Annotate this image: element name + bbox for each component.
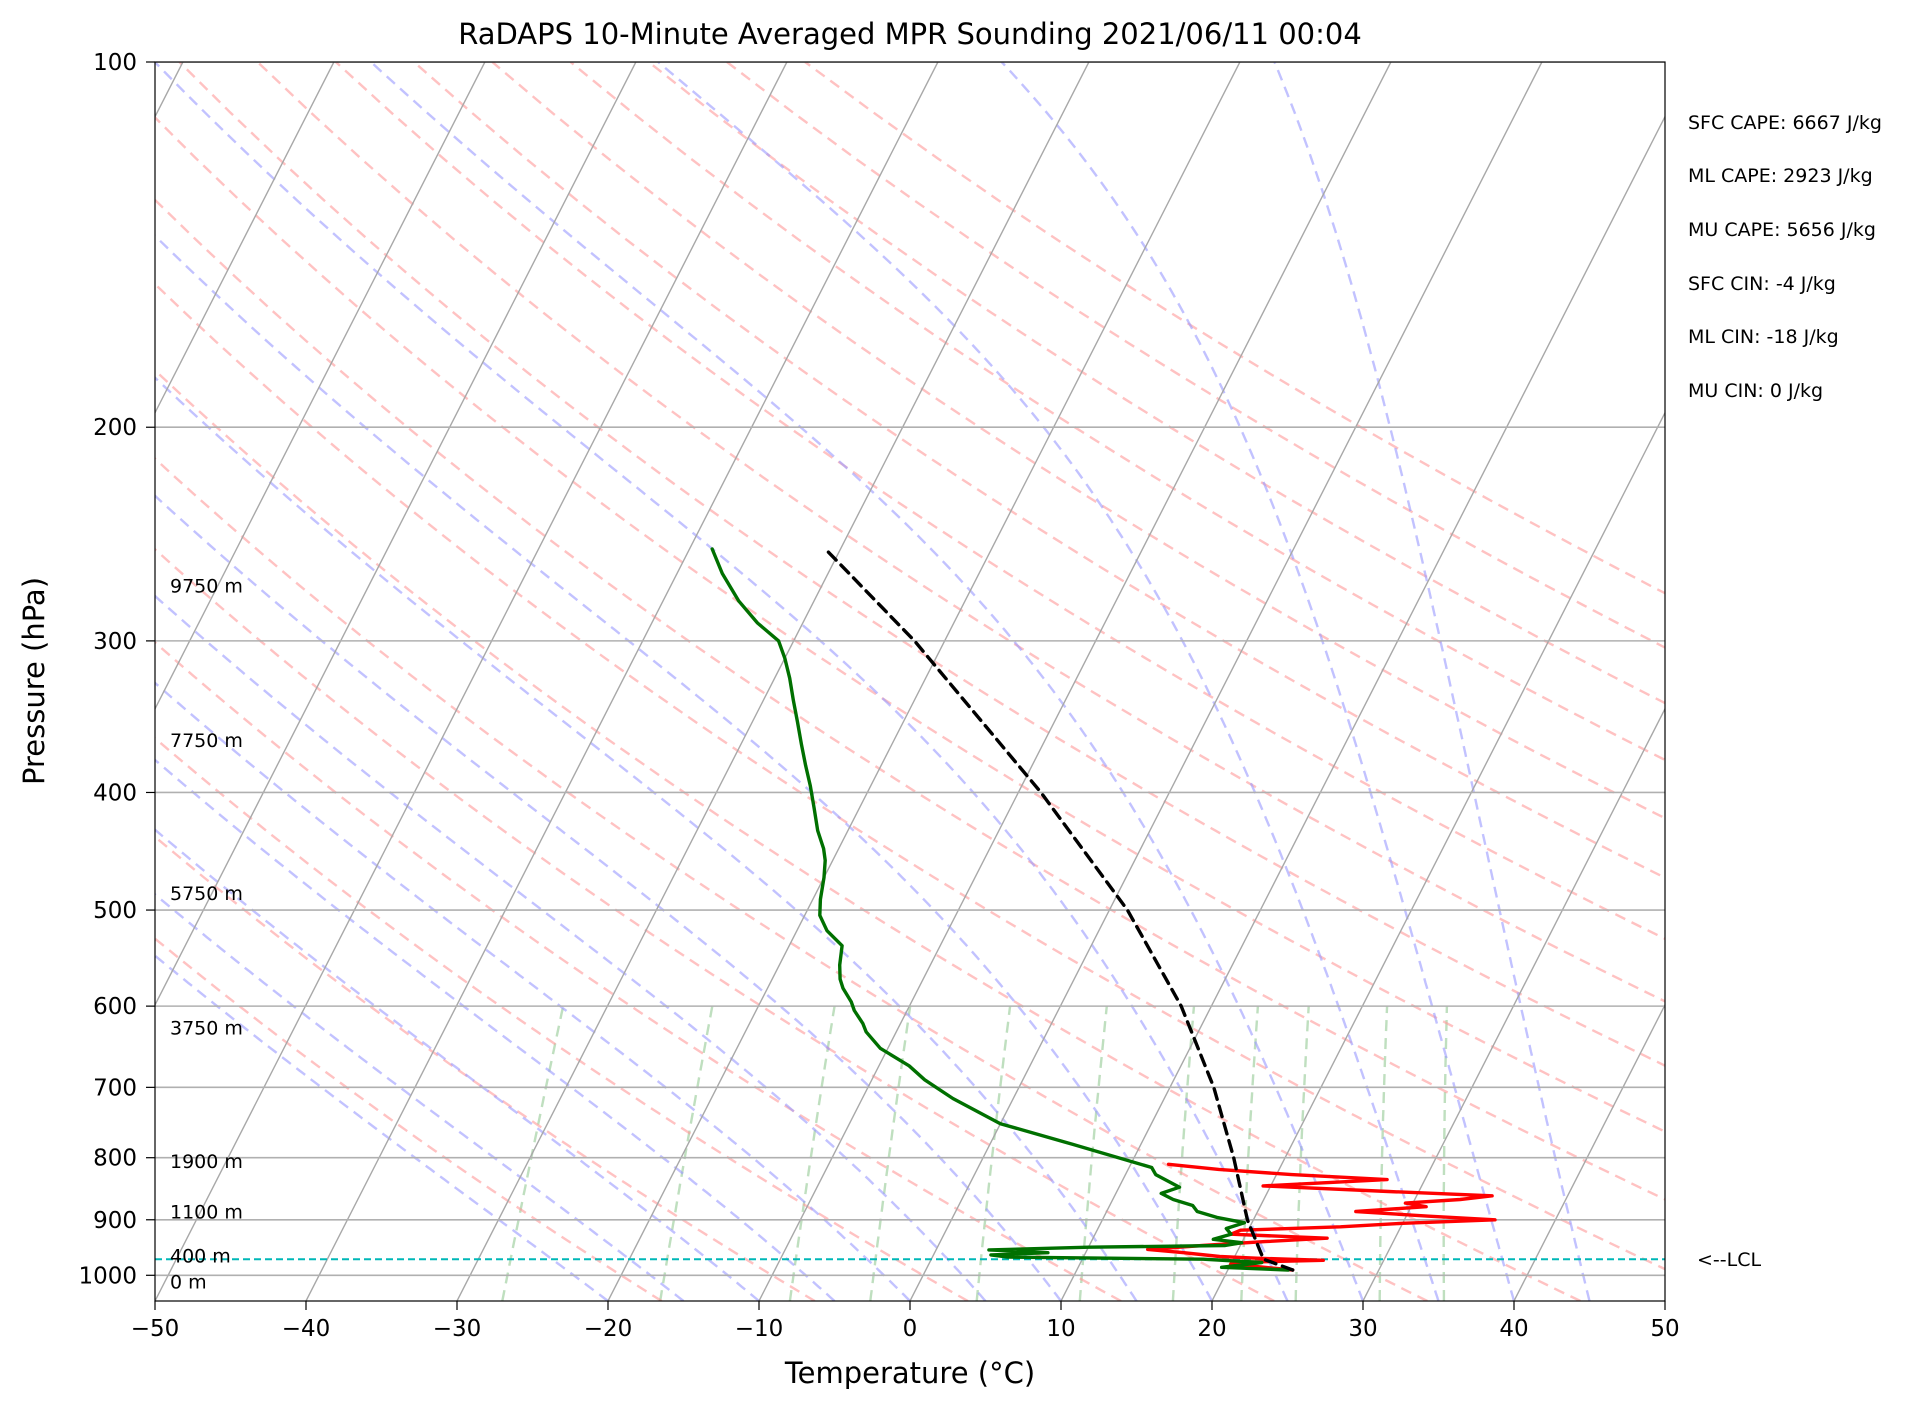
- height-label: 1900 m: [170, 1151, 243, 1173]
- annotation-mu-cape: MU CAPE: 5656 J/kg: [1688, 219, 1876, 241]
- isotherm: [1665, 62, 1925, 1301]
- x-tick-label: −20: [584, 1316, 633, 1342]
- y-tick-label: 800: [93, 1146, 137, 1172]
- chart-title: RaDAPS 10-Minute Averaged MPR Sounding 2…: [458, 17, 1362, 51]
- x-tick-label: −30: [433, 1316, 482, 1342]
- annotation-ml-cin: ML CIN: -18 J/kg: [1688, 326, 1839, 348]
- y-tick-label: 700: [93, 1075, 137, 1101]
- x-tick-label: 50: [1650, 1316, 1679, 1342]
- lcl-label: <--LCL: [1697, 1249, 1761, 1271]
- x-tick-label: −10: [735, 1316, 784, 1342]
- x-tick-label: −50: [131, 1316, 180, 1342]
- height-label: 5750 m: [170, 883, 243, 905]
- height-label: 1100 m: [170, 1202, 243, 1224]
- y-tick-label: 1000: [78, 1263, 137, 1289]
- x-tick-label: −40: [282, 1316, 331, 1342]
- y-tick-label: 100: [93, 50, 137, 76]
- y-tick-label: 500: [93, 898, 137, 924]
- annotation-sfc-cape: SFC CAPE: 6667 J/kg: [1688, 112, 1882, 134]
- annotation-mu-cin: MU CIN: 0 J/kg: [1688, 380, 1823, 402]
- x-tick-label: 0: [903, 1316, 918, 1342]
- height-label: 0 m: [170, 1272, 207, 1294]
- x-tick-label: 30: [1348, 1316, 1377, 1342]
- y-tick-label: 200: [93, 415, 137, 441]
- x-tick-label: 20: [1197, 1316, 1226, 1342]
- x-axis-label: Temperature (°C): [784, 1356, 1035, 1390]
- height-label: 7750 m: [170, 730, 243, 752]
- x-tick-label: 10: [1046, 1316, 1075, 1342]
- y-tick-label: 900: [93, 1208, 137, 1234]
- annotations: SFC CAPE: 6667 J/kg ML CAPE: 2923 J/kg M…: [1688, 112, 1882, 402]
- y-tick-label: 600: [93, 994, 137, 1020]
- y-axis-label: Pressure (hPa): [17, 577, 51, 785]
- x-tick-label: 40: [1499, 1316, 1528, 1342]
- plot-background: [155, 62, 1665, 1301]
- annotation-ml-cape: ML CAPE: 2923 J/kg: [1688, 165, 1873, 187]
- height-label: 3750 m: [170, 1018, 243, 1040]
- y-tick-label: 300: [93, 629, 137, 655]
- annotation-sfc-cin: SFC CIN: -4 J/kg: [1688, 273, 1836, 295]
- height-label: 400 m: [170, 1245, 231, 1267]
- height-label: 9750 m: [170, 575, 243, 597]
- y-tick-label: 400: [93, 780, 137, 806]
